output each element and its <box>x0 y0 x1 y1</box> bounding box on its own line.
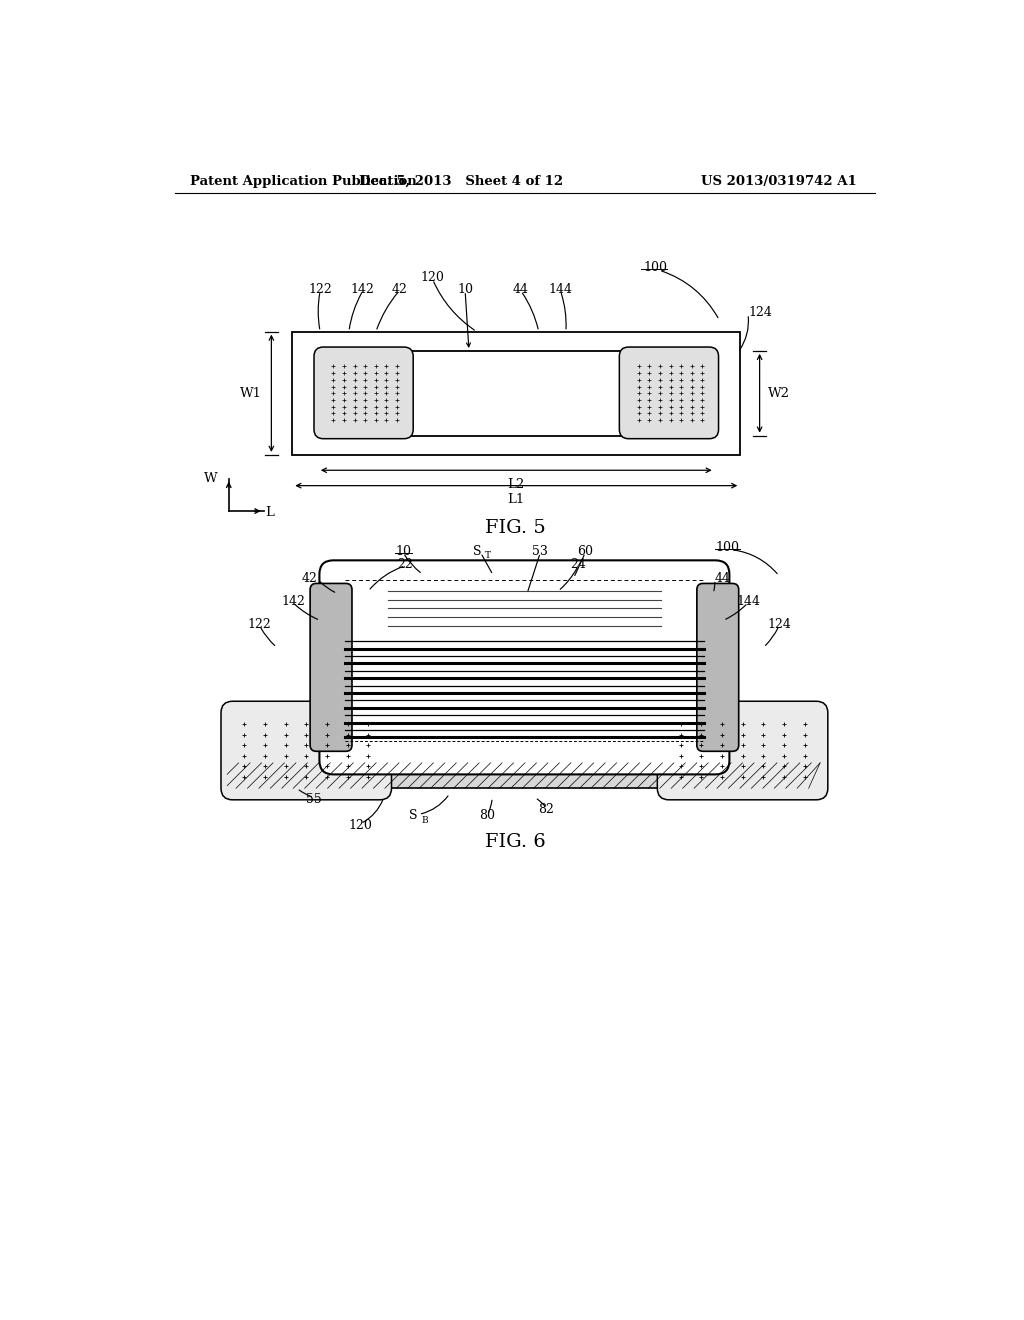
Text: 142: 142 <box>351 282 375 296</box>
Text: 122: 122 <box>248 618 271 631</box>
Text: 24: 24 <box>570 557 586 570</box>
Text: FIG. 5: FIG. 5 <box>485 519 546 537</box>
Text: 55: 55 <box>306 792 322 805</box>
Text: 142: 142 <box>282 594 305 607</box>
Bar <box>317 355 411 432</box>
Text: 100: 100 <box>715 541 739 554</box>
Text: 122: 122 <box>308 282 332 296</box>
FancyBboxPatch shape <box>657 701 827 800</box>
Text: L2: L2 <box>507 478 524 491</box>
FancyBboxPatch shape <box>620 347 719 438</box>
Text: 120: 120 <box>421 271 444 284</box>
Text: T: T <box>485 552 492 560</box>
Text: 82: 82 <box>539 804 554 816</box>
FancyBboxPatch shape <box>319 561 729 775</box>
Text: S: S <box>409 809 418 822</box>
Text: 22: 22 <box>397 557 414 570</box>
Text: 144: 144 <box>736 594 760 607</box>
Text: 53: 53 <box>532 545 548 557</box>
Bar <box>317 351 715 436</box>
Text: 100: 100 <box>643 261 667 275</box>
Text: B: B <box>422 816 428 825</box>
Text: 124: 124 <box>748 306 772 319</box>
Bar <box>292 331 740 455</box>
FancyBboxPatch shape <box>221 701 391 800</box>
Bar <box>227 763 820 788</box>
Text: 60: 60 <box>578 545 593 557</box>
Text: 120: 120 <box>348 818 373 832</box>
Text: W: W <box>204 473 218 486</box>
Text: W2: W2 <box>768 387 790 400</box>
FancyBboxPatch shape <box>697 583 738 751</box>
Bar <box>621 355 715 432</box>
FancyBboxPatch shape <box>310 583 352 751</box>
Text: 10: 10 <box>457 282 473 296</box>
Text: S: S <box>473 545 481 557</box>
Text: L: L <box>265 506 274 519</box>
Text: FIG. 6: FIG. 6 <box>485 833 546 851</box>
Text: Dec. 5, 2013   Sheet 4 of 12: Dec. 5, 2013 Sheet 4 of 12 <box>359 176 563 187</box>
Text: 124: 124 <box>767 618 791 631</box>
Text: 44: 44 <box>715 572 731 585</box>
Text: 80: 80 <box>479 809 496 822</box>
Text: 44: 44 <box>513 282 529 296</box>
Text: W1: W1 <box>240 387 261 400</box>
Text: 42: 42 <box>391 282 408 296</box>
Text: Patent Application Publication: Patent Application Publication <box>190 176 417 187</box>
Text: 144: 144 <box>549 282 572 296</box>
Text: L1: L1 <box>507 492 524 506</box>
FancyBboxPatch shape <box>314 347 414 438</box>
Text: US 2013/0319742 A1: US 2013/0319742 A1 <box>700 176 856 187</box>
Text: 10: 10 <box>395 545 411 557</box>
Text: 42: 42 <box>301 572 317 585</box>
